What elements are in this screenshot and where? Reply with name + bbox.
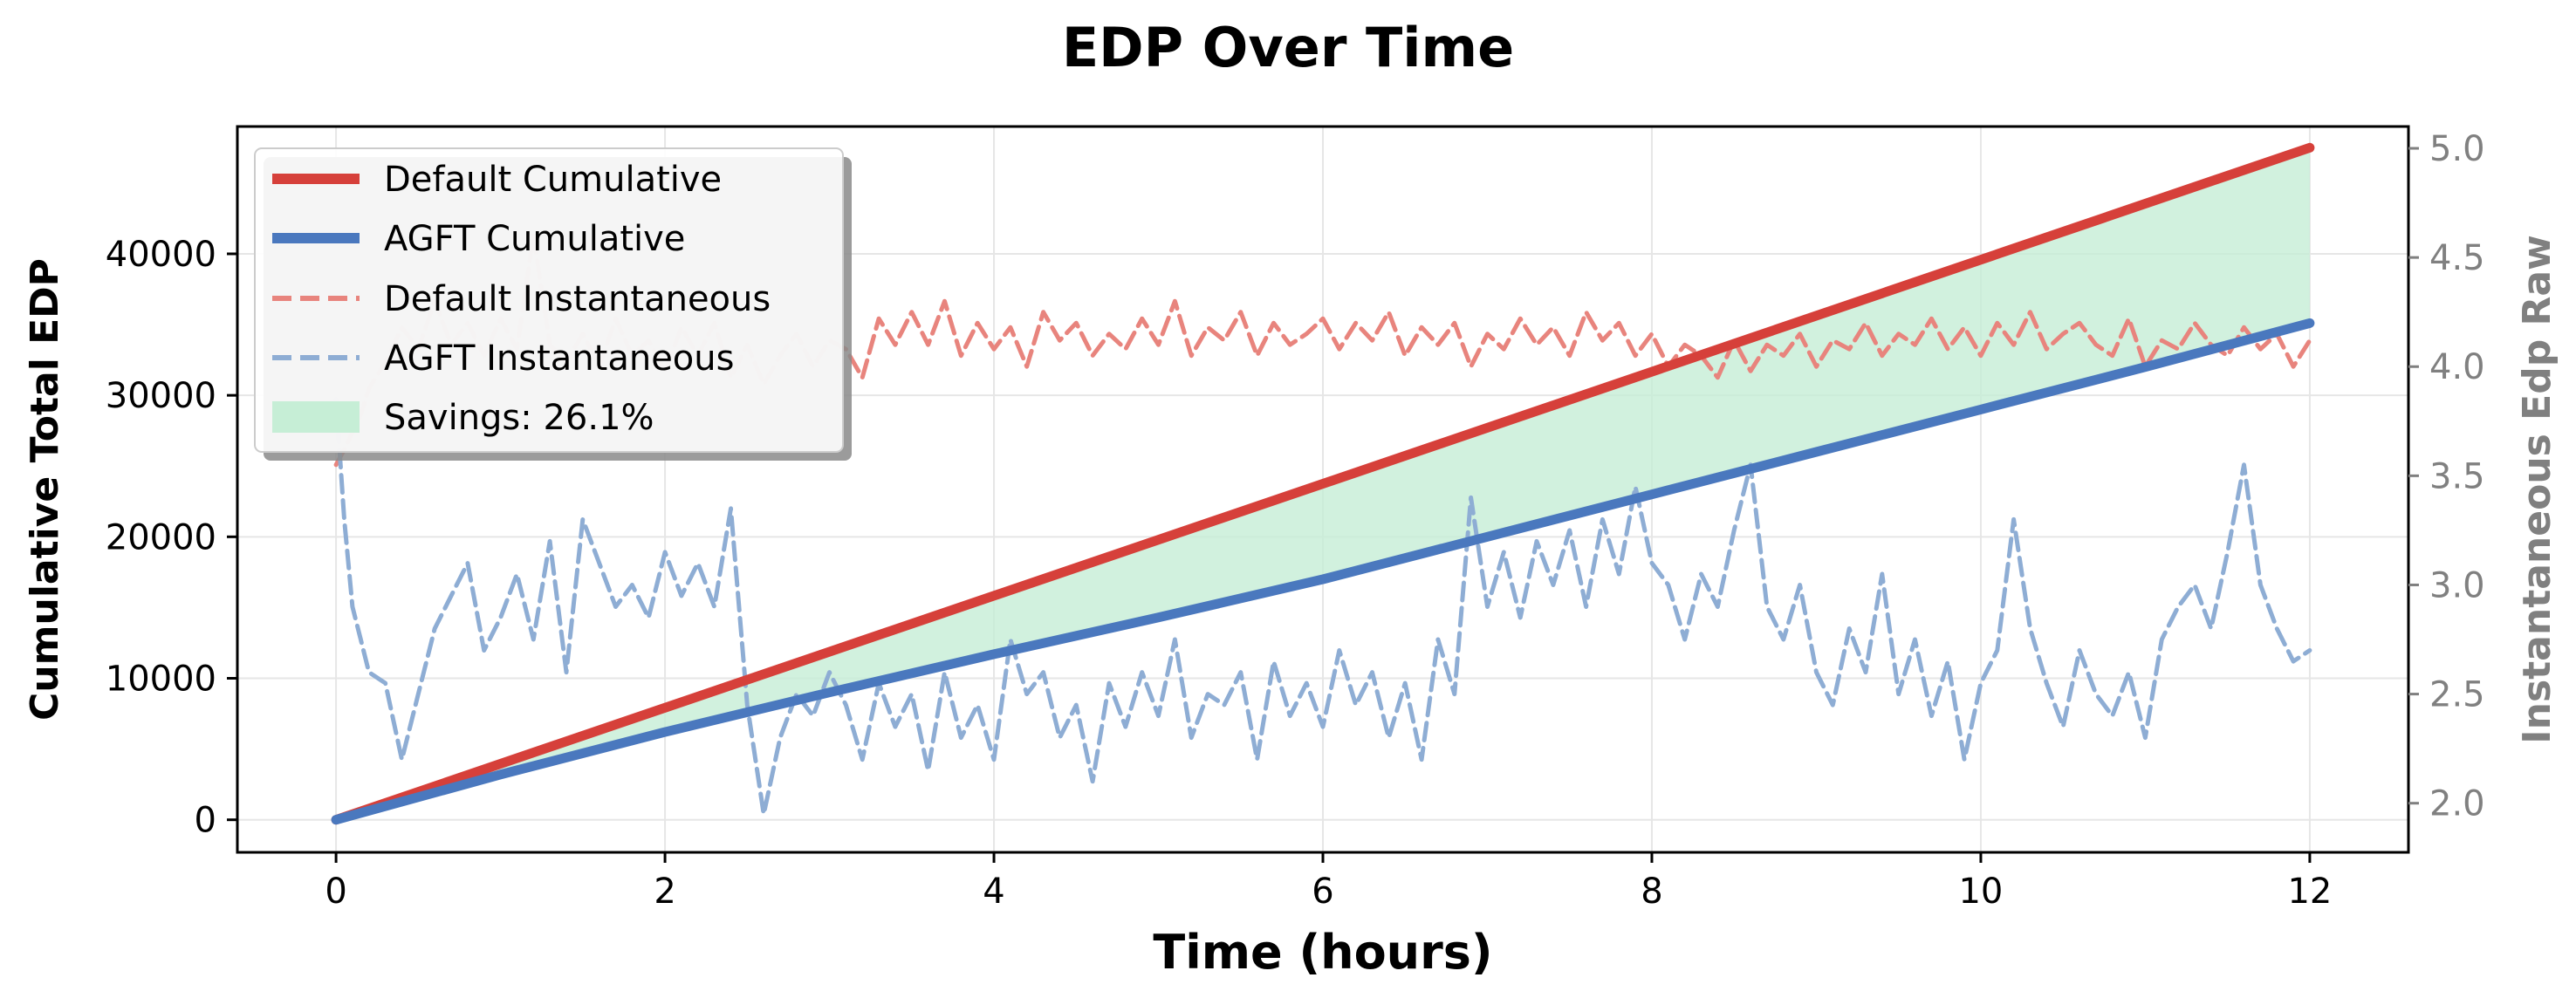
x-tick-label: 4 xyxy=(983,872,1004,912)
x-tick-label: 6 xyxy=(1312,872,1333,912)
y2-tick-label: 5.0 xyxy=(2429,129,2485,169)
y2-tick-label: 2.5 xyxy=(2429,675,2485,715)
y-tick-label: 20000 xyxy=(106,517,216,557)
legend-box xyxy=(254,147,844,453)
x-axis-label: Time (hours) xyxy=(1153,925,1492,980)
x-tick-label: 2 xyxy=(654,872,675,912)
legend: Default Cumulative AGFT Cumulative Defau… xyxy=(254,147,852,461)
y-tick-label: 40000 xyxy=(106,235,216,275)
y2-tick-label: 3.0 xyxy=(2429,565,2485,605)
legend-label-default-cumulative: Default Cumulative xyxy=(384,160,722,200)
y2-axis-label: Instantaneous Edp Raw xyxy=(2515,235,2559,743)
y2-tick-label: 3.5 xyxy=(2429,456,2485,496)
legend-label-agft-instantaneous: AGFT Instantaneous xyxy=(384,338,734,379)
legend-label-savings: Savings: 26.1% xyxy=(384,398,654,438)
y2-tick-label: 2.0 xyxy=(2429,784,2485,824)
y2-tick-label: 4.0 xyxy=(2429,347,2485,387)
x-tick-label: 8 xyxy=(1641,872,1662,912)
y-tick-label: 0 xyxy=(195,801,216,841)
x-tick-label: 12 xyxy=(2287,872,2332,912)
chart-title: EDP Over Time xyxy=(1062,16,1514,79)
series-line-agft-cumulative xyxy=(331,318,2315,825)
y-axis-ticks: 0 10000 20000 30000 40000 xyxy=(106,235,237,841)
x-axis-ticks: 0 2 4 6 8 10 12 xyxy=(325,852,2332,912)
x-tick-label: 10 xyxy=(1958,872,2003,912)
y-tick-label: 10000 xyxy=(106,660,216,700)
legend-swatch-savings xyxy=(272,401,360,433)
series-line-agft-instantaneous xyxy=(333,397,2312,817)
y2-tick-label: 4.5 xyxy=(2429,238,2485,278)
series-line-default-cumulative xyxy=(331,142,2315,825)
x-tick-label: 0 xyxy=(325,872,346,912)
y-tick-label: 30000 xyxy=(106,376,216,416)
y2-axis-ticks: 2.0 2.5 3.0 3.5 4.0 4.5 5.0 xyxy=(2408,129,2485,824)
legend-label-default-instantaneous: Default Instantaneous xyxy=(384,279,771,319)
legend-label-agft-cumulative: AGFT Cumulative xyxy=(384,219,685,259)
y-axis-label: Cumulative Total EDP xyxy=(23,258,67,721)
